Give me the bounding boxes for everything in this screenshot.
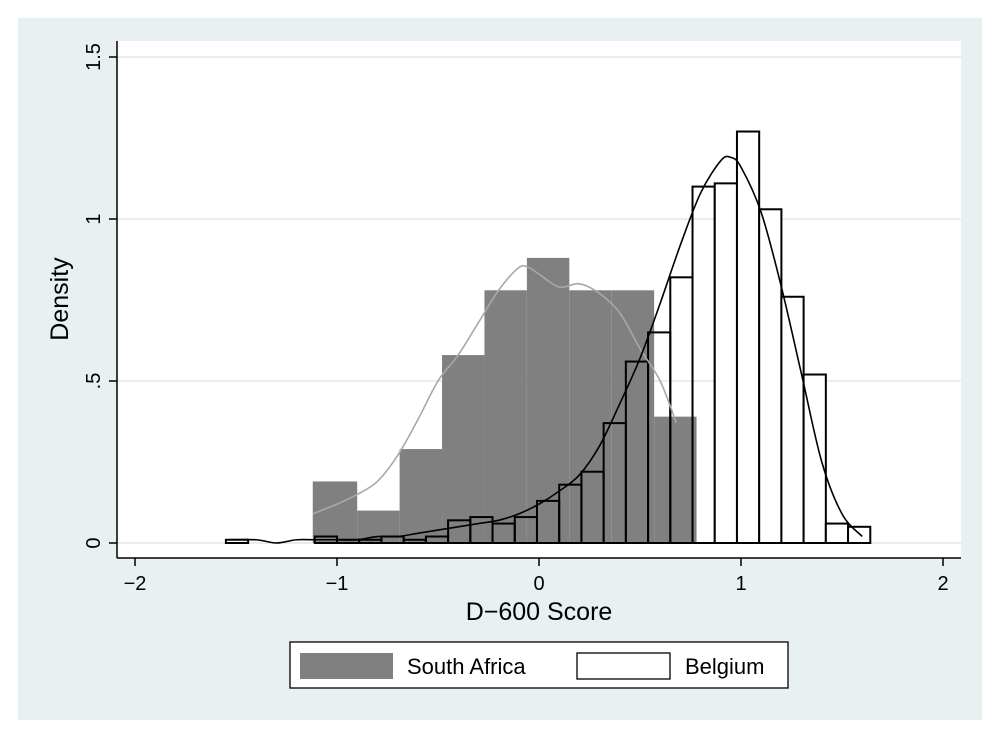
legend-label-south-africa: South Africa <box>407 654 526 679</box>
south-africa-bar <box>399 449 443 543</box>
belgium-bar <box>735 130 761 545</box>
x-tick-label: 0 <box>533 573 544 595</box>
belgium-bar <box>758 208 783 544</box>
south-africa-bar <box>312 481 358 543</box>
south-africa-bar <box>611 290 655 543</box>
y-tick-label: 1 <box>83 213 105 224</box>
x-axis-ticks: −2 −1 0 1 2 <box>124 558 949 595</box>
south-africa-bar <box>442 355 485 543</box>
south-africa-bar <box>526 257 570 543</box>
south-africa-bar <box>654 416 697 543</box>
legend-swatch-south-africa <box>300 653 393 679</box>
south-africa-density-curve <box>312 264 678 515</box>
y-tick-label: 1.5 <box>83 43 105 71</box>
y-tick-label: .5 <box>83 373 105 390</box>
south-africa-bar <box>484 290 527 543</box>
y-axis-ticks: 0 .5 1 1.5 <box>83 43 117 549</box>
south-africa-bar <box>569 290 612 543</box>
legend-label-belgium: Belgium <box>685 654 764 679</box>
x-tick-label: 2 <box>937 573 948 595</box>
south-africa-bar <box>357 510 400 543</box>
density-curves <box>225 155 863 544</box>
belgium-bar <box>713 182 738 545</box>
x-axis-title: D−600 Score <box>466 598 613 626</box>
y-tick-label: 0 <box>83 537 105 548</box>
x-tick-label: −2 <box>124 573 147 595</box>
legend-swatch-belgium <box>576 652 671 680</box>
belgium-bar <box>824 522 850 544</box>
south-africa-bars <box>312 257 697 543</box>
legend: South Africa Belgium <box>289 641 789 689</box>
x-tick-label: 1 <box>735 573 746 595</box>
x-tick-label: −1 <box>326 573 349 595</box>
belgium-bar <box>802 373 827 544</box>
y-axis-title: Density <box>46 257 74 341</box>
belgium-density-curve <box>225 155 863 544</box>
belgium-bar <box>847 525 872 544</box>
